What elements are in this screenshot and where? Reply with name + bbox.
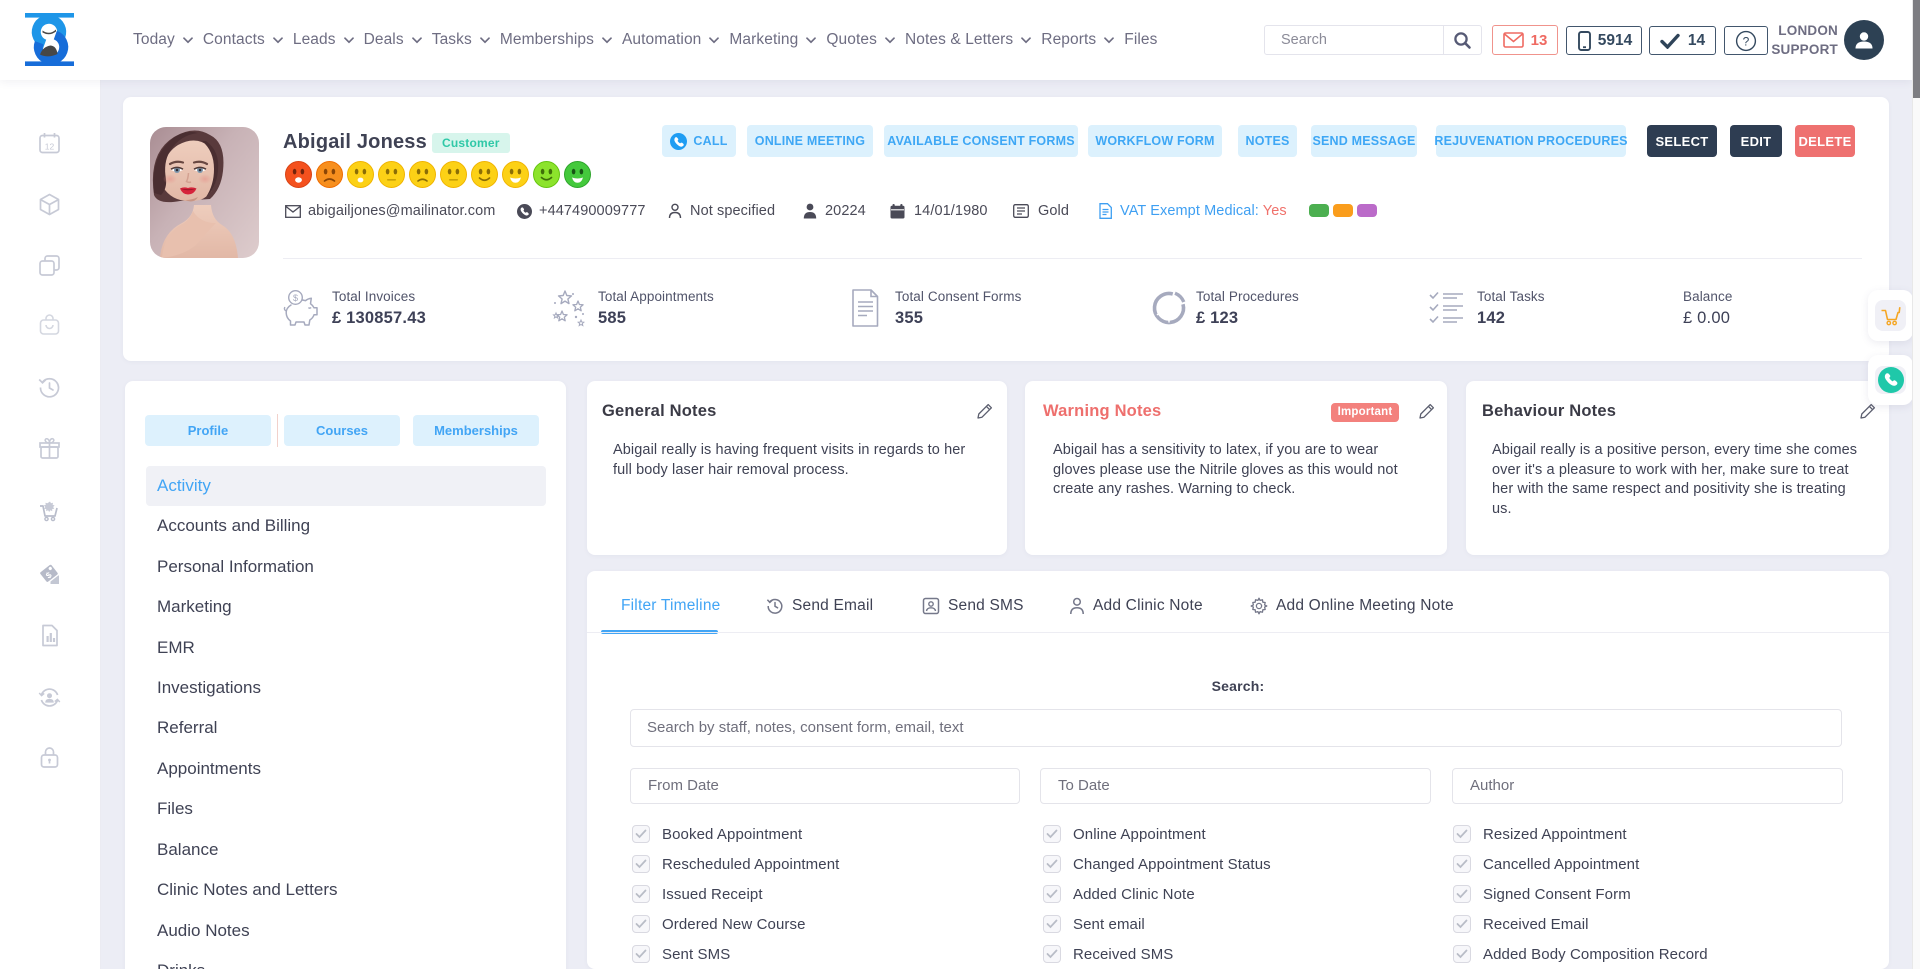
svg-text:?: ? [1743,34,1750,48]
svg-text:12: 12 [45,142,55,152]
svg-text:$: $ [293,293,298,303]
svg-text:$: $ [44,570,54,581]
